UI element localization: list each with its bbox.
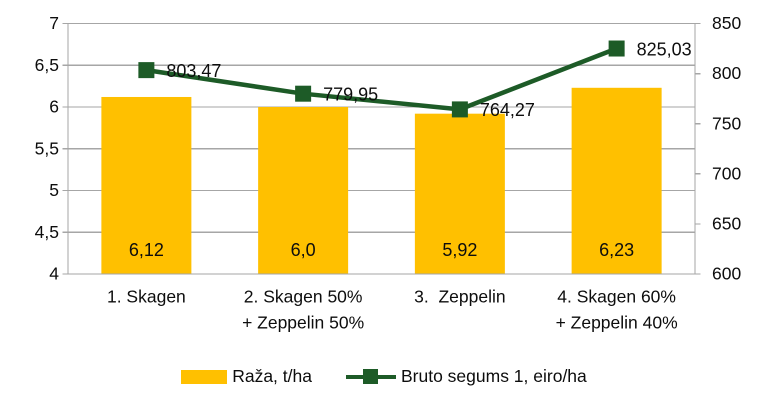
- legend-line-marker-swatch-icon: [345, 369, 396, 385]
- legend-item-raza: Raža, t/ha: [181, 366, 312, 387]
- y-left-tick-label: 5: [49, 180, 59, 200]
- bar-raza-3: [414, 113, 505, 275]
- y-left-tick-label: 6,5: [35, 55, 59, 75]
- x-category-label: 1. Skagen: [107, 287, 186, 307]
- y-right-tick-label: 750: [712, 113, 741, 133]
- bar-raza-2: [258, 107, 349, 274]
- y-left-tick-label: 6: [49, 97, 59, 117]
- legend-bar-swatch-icon: [181, 369, 228, 384]
- line-marker-2: [295, 85, 312, 102]
- y-left-tick-label: 4: [49, 264, 59, 284]
- line-value-label: 764,27: [480, 100, 535, 120]
- y-left-tick-label: 4,5: [35, 222, 59, 242]
- line-marker-1: [138, 62, 155, 79]
- x-category-label: 2. Skagen 50%: [244, 287, 363, 307]
- bar-value-label: 6,12: [129, 240, 164, 260]
- bar-value-label: 5,92: [442, 240, 477, 260]
- legend-label-raza: Raža, t/ha: [232, 366, 312, 386]
- y-right-tick-label: 600: [712, 264, 741, 284]
- y-right-tick-label: 650: [712, 214, 741, 234]
- line-marker-3: [451, 101, 468, 118]
- x-category-label: + Zeppelin 50%: [242, 313, 364, 333]
- y-left-tick-label: 5,5: [35, 138, 59, 158]
- line-value-label: 803,47: [166, 61, 221, 81]
- legend-item-bruto: Bruto segums 1, eiro/ha: [345, 366, 587, 387]
- y-right-tick-label: 850: [712, 13, 741, 33]
- y-left-tick-label: 7: [49, 13, 59, 33]
- x-category-label: + Zeppelin 40%: [556, 313, 678, 333]
- legend-label-bruto: Bruto segums 1, eiro/ha: [400, 366, 587, 386]
- bar-raza-1: [101, 96, 192, 274]
- x-category-label: 3. Zeppelin: [414, 287, 505, 307]
- y-right-tick-label: 700: [712, 163, 741, 183]
- line-value-label: 779,95: [323, 84, 378, 104]
- line-marker-4: [608, 40, 625, 57]
- line-value-label: 825,03: [637, 39, 692, 59]
- y-right-tick-label: 800: [712, 63, 741, 83]
- bar-raza-4: [571, 87, 662, 274]
- chart-legend: Raža, t/ha Bruto segums 1, eiro/ha: [0, 366, 768, 387]
- x-category-label: 4. Skagen 60%: [557, 287, 676, 307]
- bar-value-label: 6,23: [599, 240, 634, 260]
- bar-value-label: 6,0: [291, 240, 316, 260]
- bruto-line: [144, 46, 619, 112]
